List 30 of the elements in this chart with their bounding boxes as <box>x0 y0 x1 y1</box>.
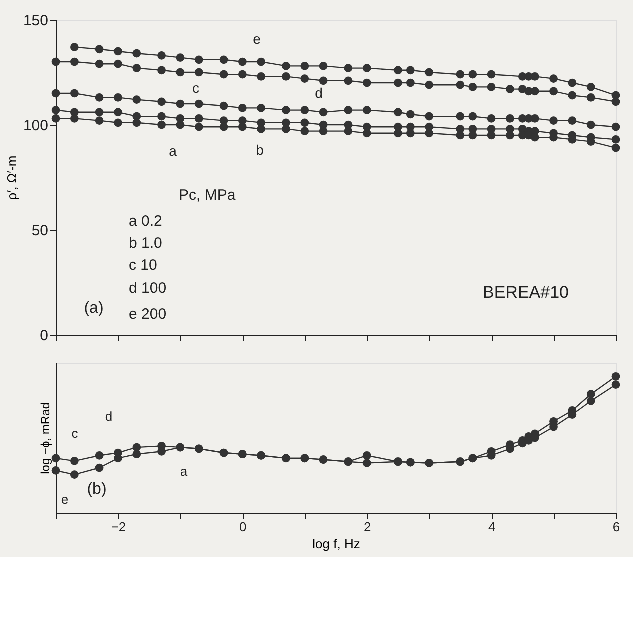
annotation: b 1.0 <box>129 235 162 252</box>
y-tick-label: 150 <box>23 12 48 30</box>
x-tick-label: 6 <box>612 520 620 534</box>
y-axis-title: ρ′, Ω′-m <box>4 156 20 200</box>
x-tick-label: −2 <box>111 520 126 534</box>
annotation: a 0.2 <box>129 213 162 230</box>
annotation: d <box>105 409 113 424</box>
annotation: d <box>315 85 323 101</box>
x-tick-label: 2 <box>364 520 372 534</box>
y-axis-title: log −ϕ, mRad <box>38 402 52 474</box>
y-tick-label: 100 <box>23 118 48 134</box>
annotation: e <box>253 31 262 47</box>
x-tick-label: 4 <box>488 520 496 534</box>
x-axis-title: log f, Hz <box>312 536 360 552</box>
y-tick-label: 0 <box>40 328 48 344</box>
annotation: BEREA#10 <box>483 283 569 302</box>
annotation: d 100 <box>129 280 167 297</box>
annotation: a <box>180 464 188 479</box>
annotation: c <box>192 80 200 96</box>
annotation: a <box>169 143 178 159</box>
annotation: (a) <box>84 300 104 317</box>
annotation: Pc, MPa <box>179 187 236 204</box>
annotation: (b) <box>87 481 107 498</box>
annotation: e 200 <box>129 306 167 323</box>
annotation: c 10 <box>129 257 158 274</box>
annotation: c <box>72 426 79 441</box>
annotation: b <box>256 142 264 158</box>
y-tick-label: 50 <box>32 222 48 240</box>
annotation: e <box>61 492 69 507</box>
x-tick-label: 0 <box>240 520 247 534</box>
